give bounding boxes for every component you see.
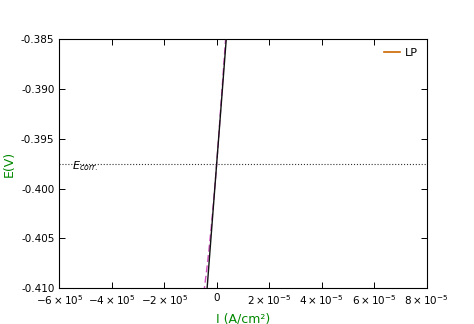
Text: $E_{corr.}$: $E_{corr.}$ — [73, 159, 99, 173]
X-axis label: I (A/cm²): I (A/cm²) — [216, 313, 270, 324]
Legend: LP: LP — [380, 44, 421, 61]
Y-axis label: E(V): E(V) — [2, 151, 15, 177]
